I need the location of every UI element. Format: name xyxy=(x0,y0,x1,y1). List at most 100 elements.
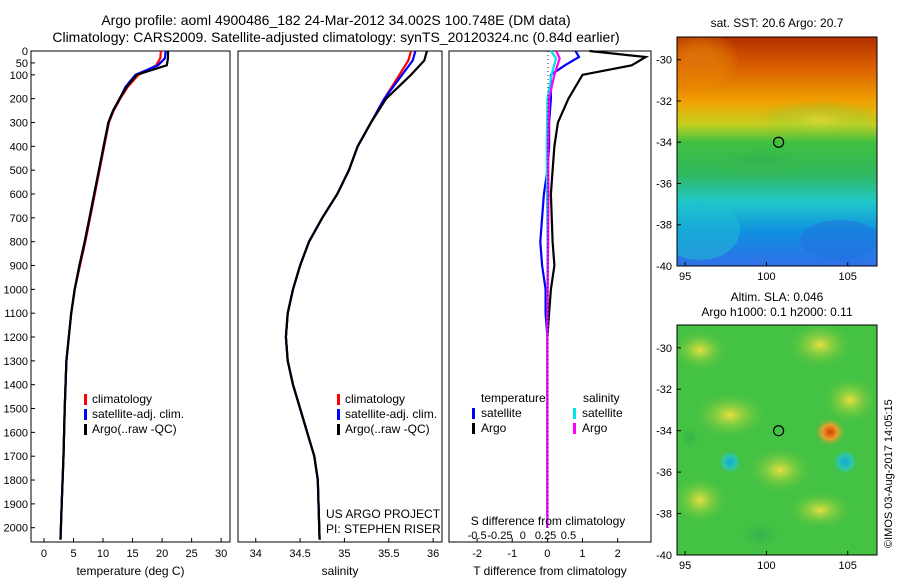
top-x-axis-label: S difference from climatology xyxy=(471,514,626,528)
legend-label: Argo(..raw -QC) xyxy=(345,422,430,436)
series-line-temperature-argo xyxy=(546,49,650,528)
depth-tick-label: 1100 xyxy=(4,308,28,320)
legend-label: climatology xyxy=(345,392,405,406)
difference-panel-frame xyxy=(448,50,652,543)
map-y-tick-label: -40 xyxy=(656,261,672,273)
depth-tick-label: 1800 xyxy=(4,475,28,487)
salinity-panel-frame xyxy=(237,50,443,543)
project-credit: US ARGO PROJECT xyxy=(326,507,441,521)
legend-group-title: salinity xyxy=(583,391,620,405)
salinity-plot: 34 34.5 35 35.5 36 salinity climatologysatelli… xyxy=(250,50,439,578)
x-tick-label: -2 xyxy=(472,548,482,560)
sst-map-frame xyxy=(676,36,878,267)
x-tick-label: 25 xyxy=(185,548,197,560)
series-line-climatology xyxy=(284,50,413,540)
map-y-tick-label: -38 xyxy=(656,509,672,521)
map-y-tick-label: -30 xyxy=(656,343,672,355)
top-x-tick-label: -0.5 xyxy=(468,530,487,542)
legend-label: satellite xyxy=(582,406,623,420)
sla-float-position-marker xyxy=(772,425,785,437)
x-tick-label: 0 xyxy=(544,548,550,560)
legend-label: Argo xyxy=(481,421,507,435)
legend-swatch xyxy=(84,424,87,435)
depth-tick-label: 400 xyxy=(10,141,28,153)
sla-map xyxy=(677,325,877,555)
x-tick-label: 30 xyxy=(215,548,227,560)
legend-label: satellite xyxy=(481,406,522,420)
series-line-climatology xyxy=(59,50,162,540)
legend-label: satellite-adj. clim. xyxy=(92,407,184,421)
sla-map-axes: 95 100 105 -30 -32 -34 -36 -38 -40 xyxy=(656,343,857,572)
map-x-tick-label: 100 xyxy=(757,271,775,283)
depth-tick-label: 100 xyxy=(10,70,28,82)
sst-map-axes: 95 100 105 -30 -32 -34 -36 -38 -40 xyxy=(656,55,857,283)
x-tick-label: 34.5 xyxy=(289,548,310,560)
depth-tick-label: 200 xyxy=(10,94,28,106)
map-y-tick-label: -36 xyxy=(656,467,672,479)
sla-map-frame xyxy=(676,324,878,556)
copyright-stamp: ©IMOS 03-Aug-2017 14:05:15 xyxy=(883,399,895,548)
x-tick-label: 15 xyxy=(126,548,138,560)
map-y-tick-label: -34 xyxy=(656,137,672,149)
sst-float-position-marker xyxy=(772,136,785,148)
x-tick-label: 1 xyxy=(579,548,585,560)
legend-swatch xyxy=(337,409,340,420)
depth-tick-label: 1500 xyxy=(4,404,28,416)
legend-swatch xyxy=(337,394,340,405)
map-y-tick-label: -32 xyxy=(656,96,672,108)
legend-swatch xyxy=(472,408,475,419)
sst-map-title: sat. SST: 20.6 Argo: 20.7 xyxy=(710,16,844,30)
x-tick-label: 35.5 xyxy=(378,548,399,560)
depth-tick-label: 500 xyxy=(10,165,28,177)
x-tick-label: 0 xyxy=(41,548,47,560)
sst-map xyxy=(677,37,877,266)
top-x-tick-label: 0.5 xyxy=(561,530,576,542)
figure-title-line2: Climatology: CARS2009. Satellite-adjuste… xyxy=(52,29,620,45)
top-x-tick-label: 0 xyxy=(520,530,526,542)
figure-title-line1: Argo profile: aoml 4900486_182 24-Mar-20… xyxy=(101,12,571,28)
map-y-tick-label: -30 xyxy=(656,55,672,67)
x-tick-label: 35 xyxy=(338,548,350,560)
x-tick-label: 2 xyxy=(615,548,621,560)
x-tick-label: 5 xyxy=(70,548,76,560)
depth-tick-label: 700 xyxy=(10,213,28,225)
series-line-argo-raw-qc- xyxy=(284,50,428,540)
map-x-tick-label: 100 xyxy=(757,560,775,572)
legend-group-title: temperature xyxy=(481,391,546,405)
x-axis-label: temperature (deg C) xyxy=(76,564,184,578)
top-x-tick-label: -0.25 xyxy=(487,530,512,542)
depth-tick-label: 300 xyxy=(10,118,28,130)
depth-tick-label: 600 xyxy=(10,189,28,201)
legend-label: Argo(..raw -QC) xyxy=(92,422,177,436)
depth-tick-label: 2000 xyxy=(4,523,28,535)
sla-map-title-line1: Altim. SLA: 0.046 xyxy=(730,290,824,304)
map-y-tick-label: -32 xyxy=(656,384,672,396)
sla-map-title-line2: Argo h1000: 0.1 h2000: 0.11 xyxy=(701,305,853,319)
legend-swatch xyxy=(337,424,340,435)
legend-label: climatology xyxy=(92,392,152,406)
series-line-satellite-adj-clim- xyxy=(59,50,167,540)
map-x-tick-label: 95 xyxy=(679,560,691,572)
map-y-tick-label: -40 xyxy=(656,550,672,562)
depth-tick-label: 0 xyxy=(22,46,28,58)
top-x-tick-label: 0.25 xyxy=(535,530,556,542)
map-x-tick-label: 105 xyxy=(839,560,857,572)
temperature-plot: 0 5 10 15 20 25 30 temperature (deg C) climatolo… xyxy=(41,50,227,578)
x-axis-label: salinity xyxy=(322,564,359,578)
pi-credit: PI: STEPHEN RISER xyxy=(326,522,441,536)
legend-swatch xyxy=(573,423,576,434)
series-line-satellite-adj-clim- xyxy=(284,50,417,540)
depth-tick-label: 50 xyxy=(16,58,28,70)
difference-plot: -2 -1 0 1 2T difference from climatology-0.5… xyxy=(468,49,650,578)
legend-swatch xyxy=(472,423,475,434)
x-tick-label: 10 xyxy=(97,548,109,560)
map-y-tick-label: -38 xyxy=(656,220,672,232)
x-tick-label: 34 xyxy=(250,548,262,560)
legend-label: Argo xyxy=(582,421,608,435)
series-line-salinity-argo xyxy=(546,50,561,528)
depth-tick-label: 900 xyxy=(10,261,28,273)
legend-swatch xyxy=(84,409,87,420)
depth-tick-label: 1700 xyxy=(4,451,28,463)
legend-label: satellite-adj. clim. xyxy=(345,407,437,421)
depth-tick-label: 1400 xyxy=(4,380,28,392)
